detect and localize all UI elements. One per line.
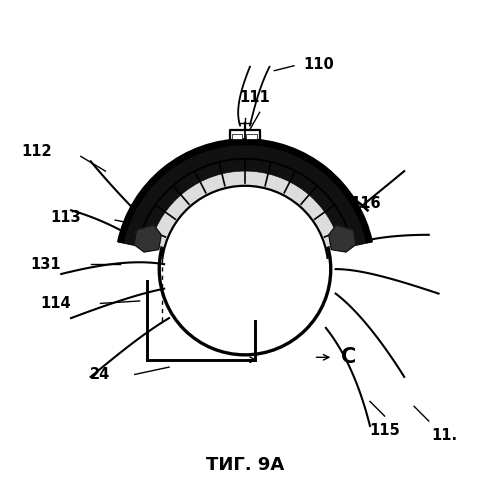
Text: 115: 115 bbox=[369, 424, 400, 439]
Text: ΤИГ. 9А: ΤИГ. 9А bbox=[206, 456, 284, 474]
Text: 114: 114 bbox=[41, 296, 71, 311]
Text: 110: 110 bbox=[304, 57, 335, 72]
Bar bbox=[232, 134, 242, 139]
Bar bbox=[246, 134, 257, 139]
Text: C: C bbox=[341, 347, 356, 367]
Text: C: C bbox=[312, 186, 330, 210]
Text: 112: 112 bbox=[21, 144, 51, 159]
Text: 131: 131 bbox=[30, 256, 61, 271]
Text: 111: 111 bbox=[240, 90, 270, 105]
Polygon shape bbox=[329, 225, 356, 252]
Text: 113: 113 bbox=[50, 210, 81, 225]
Text: 11.: 11. bbox=[431, 428, 457, 443]
Polygon shape bbox=[134, 225, 161, 252]
Text: 24: 24 bbox=[90, 367, 110, 382]
Wedge shape bbox=[118, 139, 372, 249]
Text: 116: 116 bbox=[350, 197, 381, 212]
Wedge shape bbox=[150, 171, 340, 248]
